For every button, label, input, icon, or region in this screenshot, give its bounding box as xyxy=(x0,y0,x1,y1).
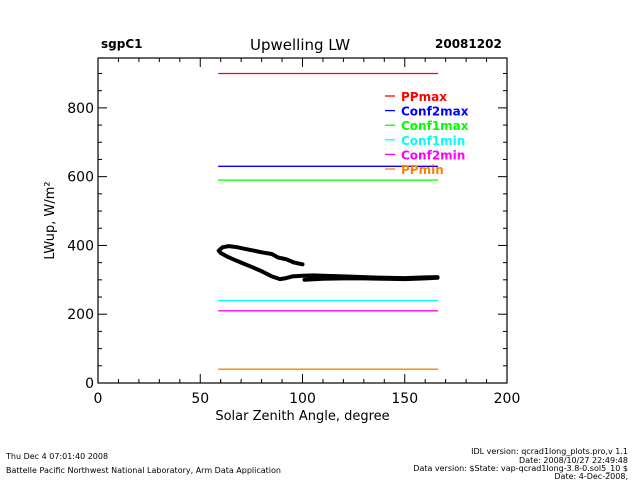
footer-timestamp: Thu Dec 4 07:01:40 2008 xyxy=(6,452,109,461)
footer-credit: Battelle Pacific Northwest National Labo… xyxy=(6,466,281,475)
x-tick-label: 50 xyxy=(191,391,209,407)
footer-idl-version: IDL version: qcrad1long_plots.pro,v 1.1 xyxy=(471,447,628,456)
series-lwup-line xyxy=(216,244,440,282)
series-lwup-tail-line xyxy=(302,275,440,282)
x-axis-label: Solar Zenith Angle, degree xyxy=(215,409,389,424)
y-axis-label: LWup, W/m² xyxy=(43,181,58,259)
date-label: 20081202 xyxy=(435,37,502,51)
x-tick-label: 0 xyxy=(94,391,103,407)
legend-label: PPmax xyxy=(401,90,447,104)
legend-label: Conf2min xyxy=(401,148,465,162)
y-tick-label: 600 xyxy=(67,170,94,186)
x-tick-label: 150 xyxy=(391,391,418,407)
x-tick-label: 200 xyxy=(494,391,521,407)
footer-data-date: Date: 4-Dec-2008, xyxy=(554,472,628,481)
legend-label: Conf1min xyxy=(401,134,465,148)
legend-label: PPmin xyxy=(401,163,444,177)
site-label: sgpC1 xyxy=(101,37,143,51)
legend-label: Conf1max xyxy=(401,119,469,133)
chart-title: Upwelling LW xyxy=(250,36,351,54)
y-tick-label: 800 xyxy=(67,101,94,117)
y-tick-label: 200 xyxy=(67,307,94,323)
x-tick-label: 100 xyxy=(289,391,316,407)
y-tick-label: 400 xyxy=(67,238,94,254)
footer-idl-date: Date: 2008/10/27 22:49:48 xyxy=(519,456,628,465)
legend-label: Conf2max xyxy=(401,105,469,119)
footer-data-version: Data version: $State: vap-qcrad1long-3.8… xyxy=(413,464,628,473)
y-tick-label: 0 xyxy=(85,376,94,392)
chart-svg: 0 50 100 150 200 0 200 400 600 800 Solar Zenith An… xyxy=(43,57,521,424)
